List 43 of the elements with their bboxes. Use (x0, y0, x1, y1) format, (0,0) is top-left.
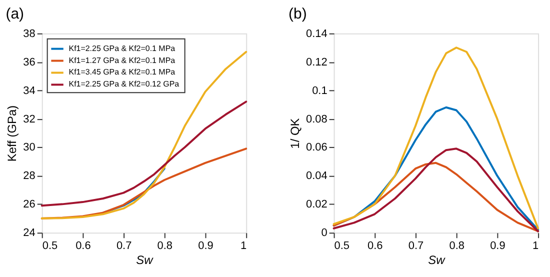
x-tick-label: 0.5 (334, 240, 350, 252)
x-tick-label: 1 (240, 240, 247, 252)
line-series (40, 100, 248, 207)
legend-label: Kf1=2.25 GPa & Kf2=0.1 MPa (68, 44, 176, 53)
line-series (332, 162, 540, 232)
line-series (40, 50, 248, 220)
chart-title: (a) (6, 5, 24, 22)
x-tick-label: 0.8 (157, 240, 173, 252)
y-axis-title: Keff (GPa) (5, 105, 20, 162)
y-tick-label: 0.12 (306, 56, 328, 68)
x-tick-label: 0.6 (368, 240, 383, 252)
y-tick-label: 32 (23, 113, 36, 126)
x-tick-label: 0.8 (449, 240, 464, 252)
y-tick-label: 0 (321, 227, 328, 240)
x-tick-label: 0.7 (408, 240, 424, 252)
line-series (332, 46, 540, 230)
legend-label: Kf1=3.45 GPa & Kf2=0.1 MPa (68, 68, 176, 77)
y-tick-label: 0.06 (306, 142, 328, 154)
y-tick-label: 30 (23, 142, 36, 154)
y-tick-label: 0.1 (312, 84, 328, 97)
y-tick-label: 0.14 (306, 28, 328, 40)
x-axis-title: Sw (136, 253, 154, 268)
x-tick-label: 0.5 (42, 240, 58, 252)
x-tick-label: 0.7 (116, 240, 132, 252)
y-tick-label: 0.02 (306, 198, 328, 211)
y-tick-label: 28 (23, 170, 36, 182)
y-tick-label: 0.08 (306, 113, 328, 126)
y-tick-label: 38 (23, 28, 36, 40)
y-tick-label: 24 (23, 227, 36, 240)
y-tick-label: 36 (23, 56, 36, 68)
y-tick-label: 26 (23, 198, 36, 211)
legend-label: Kf1=1.27 GPa & Kf2=0.1 MPa (68, 56, 176, 65)
x-tick-label: 0.9 (490, 240, 506, 252)
y-axis-title: 1/ QK (288, 118, 302, 149)
y-tick-label: 0.04 (306, 170, 328, 182)
x-tick-label: 0.9 (198, 240, 214, 252)
line-series (332, 148, 540, 232)
x-axis-title: Sw (428, 253, 446, 268)
x-tick-label: 1 (532, 240, 539, 252)
y-tick-label: 34 (23, 84, 36, 97)
chart-title: (b) (288, 5, 307, 22)
x-tick-label: 0.6 (76, 240, 91, 252)
legend-label: Kf1=2.25 GPa & Kf2=0.12 GPa (68, 80, 180, 89)
